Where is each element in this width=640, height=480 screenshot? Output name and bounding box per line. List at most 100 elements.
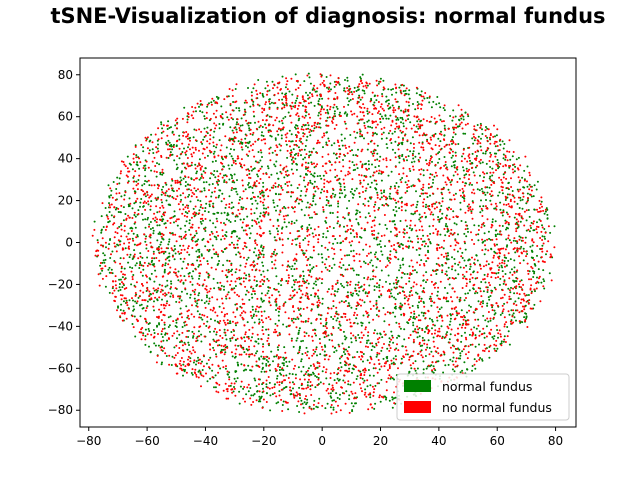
scatter-point — [444, 262, 447, 264]
scatter-point — [434, 228, 437, 231]
scatter-point — [292, 387, 294, 390]
scatter-point — [441, 200, 444, 203]
scatter-point — [486, 302, 489, 305]
scatter-point — [185, 131, 188, 133]
scatter-point — [305, 403, 308, 406]
scatter-point — [285, 214, 288, 217]
scatter-point — [358, 336, 361, 339]
scatter-point — [117, 211, 120, 213]
scatter-point — [150, 261, 153, 263]
scatter-point — [154, 219, 156, 222]
scatter-point — [286, 88, 289, 91]
scatter-point — [230, 235, 233, 238]
scatter-point — [149, 278, 152, 281]
scatter-point — [289, 393, 292, 396]
scatter-point — [153, 289, 156, 292]
scatter-point — [455, 306, 457, 309]
scatter-point — [518, 247, 521, 250]
scatter-point — [466, 113, 469, 116]
scatter-point — [493, 347, 496, 350]
scatter-point — [188, 229, 191, 231]
scatter-point — [222, 307, 225, 310]
scatter-point — [293, 268, 296, 271]
scatter-point — [347, 89, 350, 92]
scatter-point — [266, 292, 269, 295]
scatter-point — [142, 150, 145, 153]
scatter-point — [397, 279, 400, 282]
scatter-point — [283, 205, 286, 208]
scatter-point — [122, 219, 125, 222]
scatter-point — [203, 187, 206, 190]
scatter-point — [307, 169, 309, 172]
scatter-point — [385, 137, 388, 140]
scatter-point — [160, 333, 163, 336]
scatter-point — [177, 279, 180, 282]
scatter-point — [432, 365, 435, 368]
scatter-point — [344, 363, 346, 366]
scatter-point — [358, 290, 361, 293]
scatter-point — [446, 252, 449, 255]
scatter-point — [113, 222, 116, 225]
scatter-point — [507, 181, 510, 184]
scatter-point — [100, 215, 103, 218]
scatter-point — [244, 293, 247, 296]
scatter-point — [249, 387, 252, 389]
scatter-point — [305, 106, 308, 108]
scatter-point — [142, 146, 145, 149]
scatter-point — [240, 363, 243, 366]
scatter-point — [284, 183, 287, 185]
scatter-point — [485, 335, 488, 338]
scatter-point — [196, 256, 199, 258]
scatter-point — [255, 89, 258, 92]
scatter-point — [194, 167, 197, 170]
scatter-point — [277, 230, 279, 233]
scatter-point — [445, 223, 448, 225]
scatter-point — [533, 270, 536, 273]
scatter-point — [195, 110, 197, 113]
scatter-point — [425, 133, 428, 136]
scatter-point — [229, 322, 232, 325]
scatter-point — [252, 87, 255, 90]
scatter-point — [144, 180, 147, 182]
scatter-point — [505, 226, 508, 229]
scatter-point — [469, 159, 471, 162]
scatter-point — [406, 273, 409, 275]
scatter-point — [316, 295, 319, 298]
scatter-point — [339, 393, 341, 396]
scatter-point — [483, 273, 486, 276]
scatter-point — [371, 278, 374, 280]
scatter-point — [187, 341, 190, 344]
scatter-point — [141, 184, 144, 187]
scatter-point — [328, 90, 331, 93]
scatter-point — [330, 267, 333, 269]
scatter-point — [168, 304, 171, 307]
scatter-point — [262, 245, 265, 248]
scatter-point — [202, 219, 204, 222]
scatter-point — [390, 245, 393, 247]
scatter-point — [141, 256, 144, 259]
scatter-point — [317, 253, 320, 256]
scatter-point — [296, 97, 299, 100]
scatter-point — [513, 266, 516, 269]
scatter-point — [322, 210, 325, 213]
scatter-point — [373, 179, 376, 182]
scatter-point — [316, 163, 319, 166]
scatter-point — [197, 238, 200, 241]
scatter-point — [454, 154, 457, 157]
scatter-point — [452, 136, 454, 139]
scatter-point — [215, 390, 218, 393]
scatter-point — [163, 268, 166, 271]
scatter-point — [348, 160, 351, 163]
scatter-point — [232, 390, 235, 393]
scatter-point — [383, 330, 386, 333]
scatter-point — [366, 385, 369, 388]
scatter-point — [235, 190, 238, 193]
scatter-point — [318, 98, 321, 100]
scatter-point — [392, 88, 394, 90]
scatter-point — [254, 292, 256, 295]
scatter-point — [473, 128, 476, 131]
scatter-point — [277, 348, 280, 351]
scatter-point — [481, 238, 484, 241]
scatter-point — [398, 207, 401, 210]
scatter-point — [418, 327, 421, 329]
